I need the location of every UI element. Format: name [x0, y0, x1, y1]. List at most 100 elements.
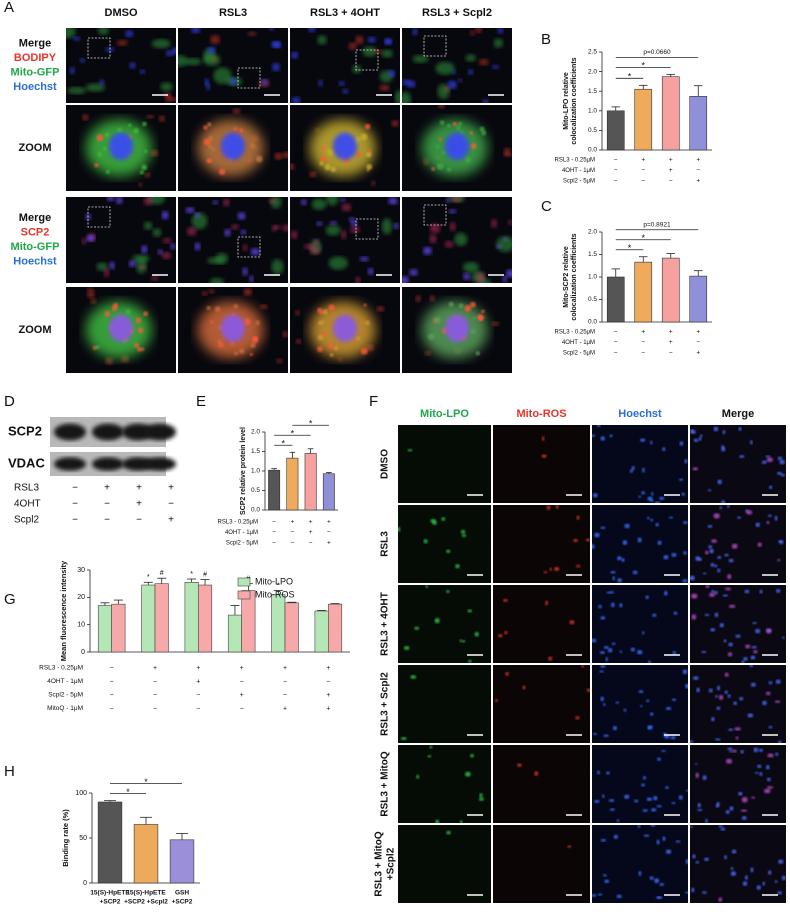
y-tick-label: 0 [81, 649, 85, 656]
cell [160, 82, 173, 92]
cell [693, 438, 699, 443]
cell [750, 682, 756, 687]
cell [730, 867, 734, 871]
cell [393, 223, 399, 230]
band-label: SCP2 [8, 423, 42, 438]
cell [727, 652, 733, 657]
significance-label: * [126, 787, 130, 797]
bar [169, 839, 195, 884]
cell [766, 521, 770, 525]
cell [503, 598, 508, 602]
cell [505, 671, 509, 676]
row-label: RSL3 [380, 531, 391, 557]
legend-label: Mito-ROS [255, 589, 295, 599]
cell [637, 825, 641, 828]
micrograph-bg [493, 745, 590, 823]
cell [777, 740, 782, 743]
micrograph-bg [493, 505, 590, 583]
condition-sign: + [669, 339, 673, 346]
cell [609, 808, 615, 811]
organelle [255, 320, 260, 326]
cell [594, 799, 600, 804]
bar [314, 610, 329, 653]
condition-sign: − [283, 678, 287, 685]
cell [429, 745, 433, 749]
cell [342, 88, 349, 94]
organelle [439, 120, 445, 125]
condition-sign: − [72, 483, 78, 494]
cell [479, 793, 483, 798]
cell [355, 35, 364, 45]
cell [128, 260, 136, 267]
micrograph [493, 825, 590, 903]
cell [348, 42, 357, 50]
zoom-box [87, 206, 111, 228]
cell [638, 871, 642, 876]
cell [151, 39, 171, 49]
nucleus [220, 314, 246, 343]
x-tick-label: 15(S)-HpETE [126, 890, 166, 897]
micrograph [66, 197, 176, 283]
micrograph [398, 825, 491, 903]
organelle [367, 149, 372, 153]
cell [665, 706, 672, 711]
cell [504, 630, 508, 635]
cell [491, 321, 500, 326]
cell [506, 269, 512, 278]
x-tick-label: GSH [175, 890, 189, 897]
cell [90, 298, 97, 304]
cell [308, 28, 316, 33]
cell [743, 657, 748, 661]
cell [637, 537, 642, 543]
significance-label: * [628, 72, 632, 82]
cell [459, 820, 463, 823]
organelle [434, 316, 441, 324]
condition-sign: + [326, 705, 330, 712]
organelle [139, 170, 144, 175]
significance-label: * [309, 419, 313, 429]
cell [600, 696, 604, 702]
cell [576, 515, 580, 520]
micrograph [592, 665, 688, 743]
organelle [243, 318, 251, 326]
cell [642, 776, 647, 780]
cell [585, 538, 590, 542]
organelle [96, 134, 104, 142]
micrograph [690, 825, 786, 903]
nucleus [108, 314, 134, 343]
cell [727, 747, 733, 751]
organelle [438, 137, 443, 142]
organelle [470, 328, 476, 334]
cell [194, 212, 201, 218]
cell [766, 777, 771, 782]
cell [640, 438, 646, 442]
cell [646, 699, 650, 703]
cell [240, 229, 247, 235]
cell [710, 627, 716, 632]
condition-sign: − [614, 350, 618, 357]
organelle [464, 156, 472, 163]
condition-sign: + [641, 329, 645, 336]
organelle [208, 135, 214, 141]
cell [657, 757, 661, 762]
nucleus [332, 314, 358, 343]
organelle [211, 147, 216, 152]
micrograph [402, 28, 512, 103]
cell [728, 642, 733, 647]
condition-label: 4OHT - 1μM [225, 530, 258, 536]
cell [657, 540, 662, 545]
cell [698, 437, 702, 441]
y-tick-label: 1.5 [588, 251, 597, 258]
organelle [364, 123, 371, 130]
cell [242, 267, 248, 276]
cell [592, 894, 597, 897]
condition-sign: + [327, 519, 331, 526]
cell [186, 227, 197, 236]
cell [717, 555, 722, 560]
condition-sign: + [290, 519, 294, 526]
cell [597, 425, 601, 428]
cell [371, 180, 376, 186]
cell [739, 696, 744, 701]
cell [665, 849, 672, 854]
cell [699, 434, 703, 438]
